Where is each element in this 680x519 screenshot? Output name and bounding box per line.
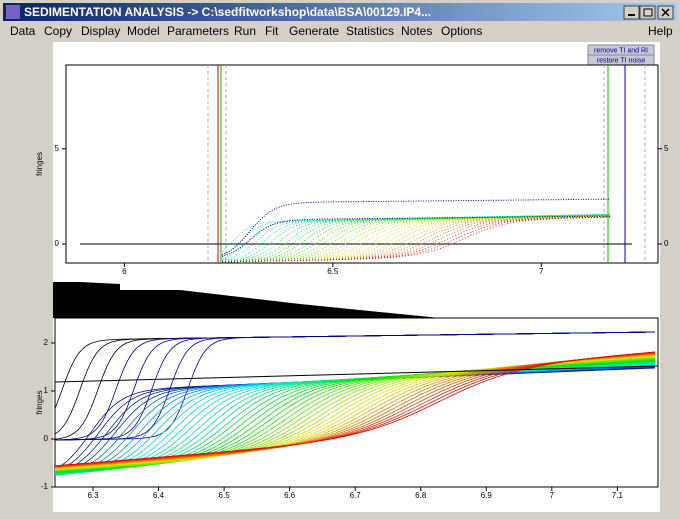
y-tick-label: 0 [44, 434, 49, 443]
menu-item[interactable]: Parameters [167, 24, 229, 38]
app-icon [6, 5, 20, 19]
x-tick-label: 6.9 [481, 491, 493, 500]
x-tick-label: 6.6 [284, 491, 296, 500]
y-axis-label: fringes [35, 390, 44, 414]
scan-curve [221, 215, 611, 257]
plot-area [53, 42, 660, 512]
x-tick-label: 7 [539, 267, 544, 276]
x-tick-label: 6.5 [219, 491, 231, 500]
menu-item[interactable]: Copy [44, 24, 72, 38]
x-tick-label: 7 [550, 491, 555, 500]
button-label[interactable]: restore TI noise [597, 57, 646, 64]
menu-item[interactable]: Fit [265, 24, 279, 38]
x-tick-label: 6.3 [87, 491, 99, 500]
lower-plot: fringes 6.3 6.4 6.5 6.6 6.7 6.8 6.9 7 7.1 -1 0 1 2 [35, 317, 659, 500]
scan-curve [221, 215, 611, 263]
y-axis-label: fringes [35, 152, 44, 176]
x-tick-label: 6.7 [350, 491, 362, 500]
menu-item[interactable]: Model [127, 24, 160, 38]
plot-frame [54, 317, 659, 488]
menu-item[interactable]: Notes [401, 24, 432, 38]
window-controls[interactable] [623, 5, 674, 20]
scan-curve [221, 216, 611, 263]
x-tick-label: 7.1 [612, 491, 624, 500]
y-tick-label: 0 [55, 239, 60, 248]
scan-curve [221, 216, 611, 263]
x-tick-label: 6 [122, 267, 127, 276]
scan-curve [221, 213, 611, 252]
button-label[interactable]: remove TI and RI [594, 47, 648, 54]
y-tick-label: 5 [664, 144, 669, 153]
scan-curve [221, 216, 611, 263]
menu-item[interactable]: Data [10, 24, 36, 38]
scan-curve [221, 215, 611, 263]
plot-frame [65, 64, 659, 264]
menu-item[interactable]: Generate [289, 24, 339, 38]
menu-item[interactable]: Help [648, 24, 673, 38]
menu-item[interactable]: Display [81, 24, 120, 38]
y-tick-label: 5 [55, 144, 60, 153]
scan-curve [221, 214, 611, 261]
y-tick-label: -1 [41, 482, 49, 491]
scan-curve [221, 213, 611, 257]
upper-plot: fringes 6 6.5 7 0 0 5 5 [35, 64, 669, 276]
y-tick-label: 2 [44, 338, 49, 347]
scan-curve [54, 351, 656, 467]
toolbar-buttons: remove TI and RI restore TI noise [587, 44, 655, 66]
minimize[interactable] [623, 5, 640, 20]
scan-curve [54, 331, 656, 441]
menu-item[interactable]: Run [234, 24, 256, 38]
x-tick-label: 6.4 [153, 491, 165, 500]
y-tick-label: 1 [44, 386, 49, 395]
scan-curve [54, 365, 659, 383]
x-tick-label: 6.5 [327, 267, 339, 276]
window-title: SEDIMENTATION ANALYSIS -> C:\sedfitworks… [24, 5, 431, 19]
menu-bar: Data Copy Display Model Parameters Run Fit Gene… [10, 24, 673, 38]
menu-item[interactable]: Statistics [346, 24, 394, 38]
menu-item[interactable]: Options [441, 24, 482, 38]
title-bar [3, 3, 677, 21]
residual-band [53, 282, 440, 318]
maximize[interactable] [639, 5, 656, 20]
y-tick-label: 0 [664, 239, 669, 248]
scan-curve [221, 198, 611, 256]
scan-curve [221, 214, 611, 260]
x-tick-label: 6.8 [415, 491, 427, 500]
